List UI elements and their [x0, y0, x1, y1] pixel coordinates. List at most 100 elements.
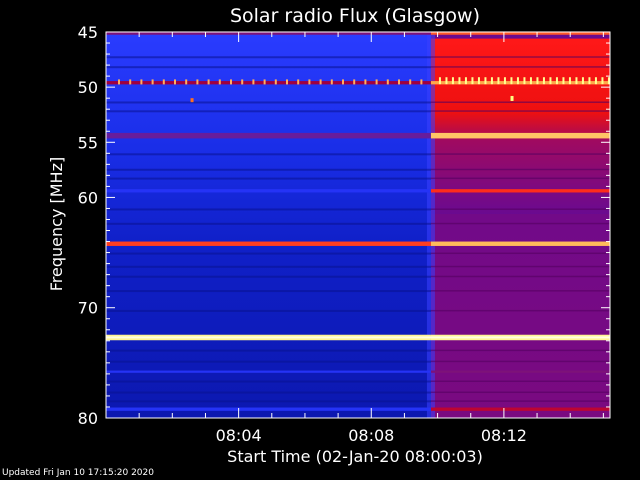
- comb-dot: [297, 79, 300, 85]
- y-tick-label: 60: [78, 188, 98, 207]
- y-tick-label: 80: [78, 409, 98, 428]
- comb-dot: [252, 79, 255, 85]
- y-tick-label: 55: [78, 133, 98, 152]
- comb-dot: [207, 79, 210, 85]
- comb-dot: [308, 79, 311, 85]
- chart-title: Solar radio Flux (Glasgow): [230, 5, 480, 27]
- comb-dot: [364, 79, 367, 85]
- comb-dot: [445, 77, 448, 85]
- enhanced-streak: [430, 177, 610, 180]
- comb-dot: [319, 79, 322, 85]
- comb-dot: [140, 79, 143, 85]
- comb-dot: [274, 79, 277, 85]
- quiet-streak: [106, 177, 431, 180]
- comb-dot: [342, 79, 344, 85]
- comb-dot: [162, 79, 165, 85]
- quiet-streak: [106, 101, 431, 104]
- comb-dot: [523, 77, 526, 85]
- comb-dot: [185, 79, 188, 85]
- comb-dot: [542, 77, 545, 85]
- comb-dot: [601, 77, 604, 85]
- spectrogram-plot: [105, 31, 611, 419]
- spot: [190, 98, 194, 103]
- enhanced-streak: [430, 110, 610, 112]
- enhanced-streak: [430, 252, 610, 255]
- band-before: [106, 132, 431, 139]
- comb-dot: [497, 77, 500, 85]
- comb-dot: [241, 79, 244, 85]
- quiet-streak: [106, 168, 431, 171]
- band-after: [430, 31, 610, 35]
- y-axis-label: Frequency [MHz]: [47, 157, 66, 291]
- enhanced-streak: [430, 265, 610, 268]
- band-before: [106, 81, 431, 85]
- band-core: [106, 336, 610, 339]
- comb-dot: [516, 77, 519, 85]
- region-quiet: [106, 32, 431, 418]
- comb-dot: [529, 77, 532, 85]
- quiet-streak: [106, 110, 431, 113]
- quiet-streak: [106, 290, 431, 293]
- quiet-streak: [106, 275, 431, 278]
- y-tick-label: 70: [78, 299, 98, 318]
- quiet-streak: [106, 400, 431, 403]
- enhanced-streak: [430, 66, 610, 68]
- comb-dot: [218, 79, 221, 85]
- comb-dot: [286, 79, 288, 85]
- comb-dot: [451, 77, 454, 85]
- comb-dot: [330, 79, 333, 85]
- quiet-streak: [106, 208, 431, 211]
- comb-dot: [536, 77, 539, 85]
- band-after: [430, 241, 610, 246]
- quiet-streak: [106, 380, 431, 383]
- comb-dot: [484, 77, 487, 85]
- enhanced-streak: [430, 400, 610, 402]
- comb-dot: [353, 79, 356, 85]
- band-before: [106, 407, 431, 411]
- comb-dot: [151, 79, 154, 85]
- comb-dot: [129, 79, 132, 85]
- quiet-streak: [106, 56, 431, 59]
- enhanced-streak: [430, 222, 610, 225]
- region-enhanced-hot: [430, 38, 610, 214]
- comb-dot: [575, 77, 578, 85]
- comb-dot: [458, 77, 461, 85]
- comb-dot: [510, 77, 513, 85]
- enhanced-streak: [430, 391, 610, 394]
- enhanced-streak: [430, 101, 610, 103]
- quiet-streak: [106, 222, 431, 225]
- enhanced-streak: [430, 275, 610, 278]
- comb-dot: [398, 79, 400, 85]
- y-axis-ticks: 45 50 55 60 70 80: [78, 23, 610, 428]
- band-after: [430, 189, 610, 193]
- comb-dot: [174, 79, 176, 85]
- band-before: [106, 189, 431, 193]
- enhanced-streak: [430, 349, 610, 352]
- quiet-streak: [106, 66, 431, 69]
- comb-dot: [420, 79, 423, 85]
- enhanced-streak: [430, 56, 610, 58]
- comb-dot: [438, 77, 441, 85]
- comb-dot: [549, 77, 552, 85]
- comb-dot: [568, 77, 571, 85]
- comb-dot: [562, 77, 565, 85]
- comb-dot: [263, 79, 266, 85]
- band-before: [106, 241, 431, 246]
- x-tick-label: 08:12: [481, 426, 527, 445]
- comb-dot: [477, 77, 480, 85]
- plot-frame: [105, 31, 611, 419]
- quiet-streak: [106, 252, 431, 255]
- band-after: [430, 407, 610, 411]
- quiet-streak: [106, 153, 431, 156]
- enhanced-streak: [430, 290, 610, 292]
- band-before: [106, 31, 431, 35]
- comb-dot: [594, 77, 597, 85]
- comb-dot: [490, 77, 493, 85]
- comb-dot: [375, 79, 378, 85]
- comb-dot: [471, 77, 474, 85]
- band-after: [430, 370, 610, 373]
- enhanced-streak: [430, 309, 610, 312]
- comb-dot: [555, 77, 558, 85]
- x-tick-label: 08:04: [216, 426, 262, 445]
- comb-dot: [464, 77, 467, 85]
